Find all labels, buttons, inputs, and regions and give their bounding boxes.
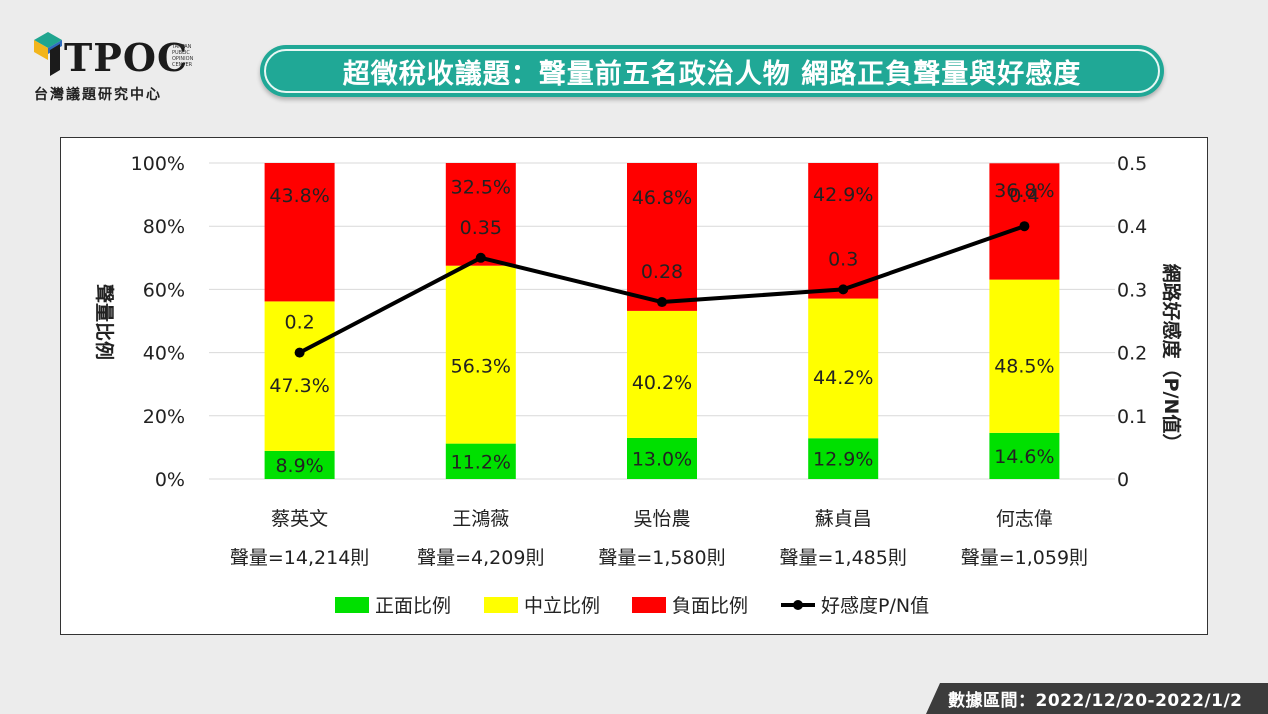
line-point: [475, 252, 486, 263]
bar-label-negative: 43.8%: [269, 185, 329, 207]
logo-mini-text: TAIWAN PUBLIC OPINION CENTER: [172, 44, 194, 68]
bar-segment-neutral: [264, 301, 335, 451]
x-category-label: 王鴻薇: [452, 508, 509, 530]
combo-chart: 0% 20% 40% 60% 80% 100% 0 0.1 0.2 0.3 0.4 0.5 聲量比例 網路…: [93, 153, 1183, 617]
y-tick-label: 60%: [143, 279, 185, 301]
bar-label-neutral: 48.5%: [994, 355, 1054, 377]
bar-segment-positive: [808, 438, 879, 479]
page-title: 超徵稅收議題：聲量前五名政治人物 網路正負聲量與好感度: [342, 58, 1082, 90]
y2-tick-label: 0.2: [1117, 343, 1147, 365]
bar-segment-negative: [808, 163, 879, 299]
bar-segment-positive: [627, 437, 697, 479]
x-volume-label: 聲量=14,214則: [230, 547, 369, 569]
bar-segment-neutral: [808, 298, 879, 439]
bar-segment-neutral: [445, 265, 516, 444]
date-range-footer: 數據區間：2022/12/20-2022/1/2: [926, 683, 1268, 714]
bar-label-neutral: 56.3%: [451, 355, 511, 377]
line-point: [294, 347, 305, 358]
bar-segment-positive: [989, 432, 1060, 479]
line-point-label: 0.2: [284, 312, 314, 334]
bar-segment-neutral: [627, 310, 697, 438]
y-tick-label: 0%: [155, 469, 185, 491]
bar-segment-negative: [627, 163, 697, 311]
y2-axis-title: 網路好感度（P/N值）: [1160, 264, 1183, 453]
bar-label-negative: 32.5%: [451, 177, 511, 199]
logo-brand: TPOC: [64, 35, 189, 80]
x-volume-label: 聲量=1,485則: [780, 547, 907, 569]
logo-mark-icon: [34, 32, 62, 76]
x-category-label: 何志偉: [996, 508, 1053, 530]
bar-label-positive: 14.6%: [994, 446, 1054, 468]
x-category-label: 蔡英文: [271, 508, 328, 530]
x-volume-label: 聲量=4,209則: [417, 547, 544, 569]
y2-tick-label: 0: [1117, 469, 1129, 491]
bar-segment-negative: [445, 163, 516, 266]
y-tick-label: 40%: [143, 343, 185, 365]
y2-tick-label: 0.1: [1117, 406, 1147, 428]
logo-subtitle: 台灣議題研究中心: [34, 87, 162, 103]
bar-label-negative: 46.8%: [632, 187, 692, 209]
bar-label-positive: 12.9%: [813, 449, 873, 471]
bar-label-positive: 13.0%: [632, 448, 692, 470]
y2-tick-label: 0.3: [1117, 279, 1147, 301]
legend-negative-label: 負面比例: [672, 595, 748, 617]
bar-label-negative: 42.9%: [813, 184, 873, 206]
x-volume-label: 聲量=1,059則: [961, 547, 1088, 569]
bar-label-neutral: 40.2%: [632, 372, 692, 394]
bar-label-neutral: 44.2%: [813, 367, 873, 389]
y-tick-label: 100%: [131, 153, 185, 175]
bar-segment-positive: [264, 450, 335, 479]
y2-tick-label: 0.4: [1117, 216, 1147, 238]
y2-tick-label: 0.5: [1117, 153, 1147, 175]
legend-line-marker: [793, 600, 803, 610]
line-point: [838, 284, 849, 295]
bar-label-neutral: 47.3%: [269, 375, 329, 397]
legend-positive-swatch: [335, 597, 369, 613]
line-point-label: 0.28: [641, 261, 683, 283]
legend-line-label: 好感度P/N值: [821, 595, 929, 617]
y-tick-label: 80%: [143, 216, 185, 238]
line-point: [1019, 221, 1030, 232]
line-point: [657, 297, 667, 308]
legend-positive-label: 正面比例: [375, 595, 451, 617]
chart-container: 0% 20% 40% 60% 80% 100% 0 0.1 0.2 0.3 0.4 0.5 聲量比例 網路…: [60, 137, 1208, 635]
bar-label-positive: 11.2%: [451, 451, 511, 473]
date-range-text: 數據區間：2022/12/20-2022/1/2: [948, 691, 1243, 711]
legend-neutral-label: 中立比例: [524, 595, 600, 617]
x-volume-label: 聲量=1,580則: [598, 547, 725, 569]
tpoc-logo: TPOC TAIWAN PUBLIC OPINION CENTER 台灣議題研究…: [34, 26, 204, 106]
legend-neutral-swatch: [484, 597, 518, 613]
y-tick-label: 20%: [143, 406, 185, 428]
bar-segment-neutral: [989, 279, 1060, 433]
bar-segment-negative: [264, 163, 335, 302]
line-point-label: 0.35: [460, 217, 502, 239]
bar-segment-positive: [445, 443, 516, 479]
bar-label-positive: 8.9%: [275, 455, 323, 477]
line-point-label: 0.4: [1009, 185, 1039, 207]
title-banner: 超徵稅收議題：聲量前五名政治人物 網路正負聲量與好感度: [260, 45, 1164, 97]
legend-negative-swatch: [632, 597, 666, 613]
bar-label-negative: 36.8%: [994, 180, 1054, 202]
line-point-label: 0.3: [828, 248, 858, 270]
x-category-label: 吳怡農: [633, 508, 690, 530]
x-category-label: 蘇貞昌: [815, 508, 872, 530]
y-axis-title: 聲量比例: [93, 284, 116, 360]
